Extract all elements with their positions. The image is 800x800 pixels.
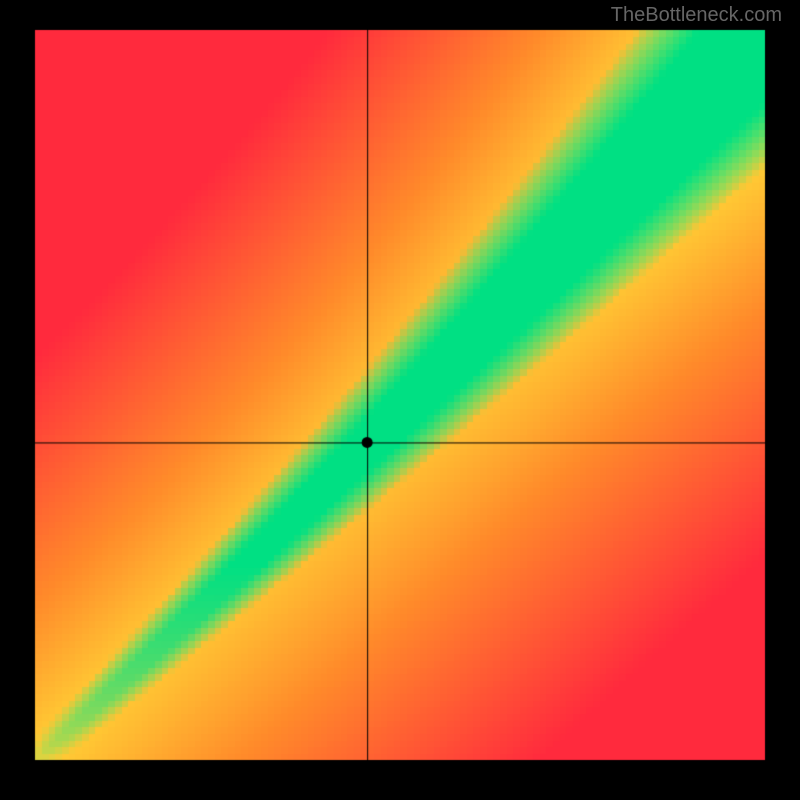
watermark-text: TheBottleneck.com — [611, 4, 782, 27]
bottleneck-heatmap-canvas — [0, 0, 800, 800]
